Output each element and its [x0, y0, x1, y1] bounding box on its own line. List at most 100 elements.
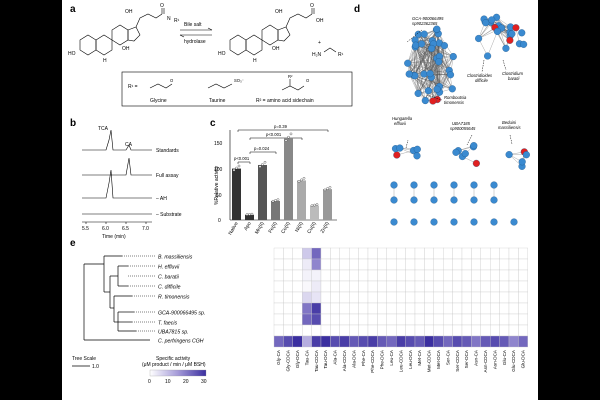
heatmap-cell — [302, 280, 312, 293]
heatmap-cell — [508, 291, 519, 304]
network-node-highlighted — [393, 151, 401, 159]
network-edge — [487, 31, 498, 57]
heatmap-cell — [339, 258, 350, 271]
heatmap-column-label: Phe-CDCA — [370, 349, 375, 373]
bar-coii — [284, 137, 293, 220]
heatmap-cell — [433, 258, 444, 271]
heatmap-cell — [273, 269, 284, 282]
heatmap-cell — [283, 313, 293, 326]
heatmap-column-label: Glu-DCA — [521, 349, 526, 368]
network-node — [449, 53, 457, 61]
heatmap-cell — [518, 280, 528, 293]
network-edge — [415, 45, 440, 57]
heatmap-cell — [339, 291, 350, 304]
xtick-c-0: Native — [227, 221, 239, 236]
heatmap-cell — [490, 269, 500, 282]
heatmap-column-label: Ala-DCA — [351, 349, 356, 368]
trace-standards — [82, 129, 152, 151]
heatmap-cell — [330, 313, 340, 326]
species-label: C. difficile — [158, 285, 181, 291]
heatmap-cell — [443, 291, 453, 304]
colorbar-title-1: Specific activity — [156, 356, 191, 362]
heatmap-cell — [367, 324, 378, 337]
heatmap-cell — [424, 291, 434, 304]
network-node — [470, 181, 478, 189]
network-edge — [415, 46, 438, 90]
xtick-b-3: 6.5 — [122, 226, 129, 232]
heatmap-cell — [283, 291, 293, 304]
annot-hungatella-1: Hungatella — [392, 116, 413, 121]
heatmap-cell — [405, 302, 416, 315]
ho-label-2: HO — [218, 51, 226, 57]
ho-label-1: HO — [68, 51, 76, 57]
network-node — [520, 40, 528, 48]
heatmap-cell — [508, 258, 519, 271]
network-edge — [414, 75, 434, 102]
oh-label-1: OH — [125, 9, 133, 15]
panel-e-heatmap — [273, 247, 528, 348]
annot-romboutsia-2: timonensis — [444, 100, 465, 105]
heatmap-cell — [283, 247, 293, 260]
network-edge — [409, 58, 437, 75]
replicate-point — [323, 188, 327, 192]
heatmap-cell — [349, 269, 359, 282]
heatmap-cell — [330, 258, 340, 271]
ytick-c-50: 50 — [216, 193, 222, 199]
heatmap-cell — [461, 247, 472, 260]
annot-cdiff-2: difficile — [475, 78, 488, 83]
heatmap-cell — [490, 291, 500, 304]
heatmap-column-label: Asn-CA — [474, 349, 479, 366]
annot-baratii-1: Clostridium — [502, 71, 523, 76]
network-node — [426, 70, 434, 78]
replicate-point — [300, 178, 303, 182]
network-edge — [414, 29, 437, 76]
heatmap-cell — [443, 335, 453, 348]
heatmap-cell — [367, 280, 378, 293]
heatmap-cell — [367, 291, 378, 304]
heatmap-cell — [349, 335, 359, 348]
annot-baratii-2: baratii — [508, 76, 520, 81]
network-node — [470, 196, 478, 204]
network-node-highlighted — [512, 24, 520, 32]
heatmap-cell — [396, 247, 406, 260]
heatmap-cell — [414, 258, 425, 271]
heatmap-cell — [452, 280, 463, 293]
heatmap-cell — [433, 313, 444, 326]
heatmap-cell — [433, 291, 444, 304]
heatmap-cell — [358, 302, 369, 315]
heatmap-cell — [499, 269, 510, 282]
panel-label-d: d — [354, 4, 360, 15]
xtick-b-4: 7.0 — [142, 226, 149, 232]
heatmap-cell — [414, 280, 425, 293]
cb-tick-0: 0 — [148, 379, 151, 385]
heatmap-cell — [452, 247, 463, 260]
replicate-point — [313, 203, 316, 207]
heatmap-cell — [499, 258, 510, 271]
heatmap-cell — [377, 313, 387, 326]
xtick-b-2: 6.0 — [102, 226, 109, 232]
heatmap-cell — [490, 313, 500, 326]
heatmap-cell — [311, 324, 322, 337]
replicate-point — [276, 198, 280, 201]
heatmap-cell — [471, 324, 481, 337]
network-node — [421, 96, 429, 105]
heatmap-cell — [405, 324, 416, 337]
heatmap-cell — [443, 313, 453, 326]
heatmap-cell — [499, 302, 510, 315]
heatmap-cell — [490, 280, 500, 293]
network-node — [433, 25, 441, 33]
colorbar — [149, 369, 207, 377]
heatmap-cell — [358, 269, 369, 282]
annot-hungatella-2: effluvii — [394, 121, 407, 126]
heatmap-cell — [471, 291, 481, 304]
heatmap-cell — [349, 258, 359, 271]
heatmap-cell — [377, 335, 387, 348]
replicate-point — [271, 199, 275, 203]
o-label-4: O — [306, 78, 310, 83]
replicate-point — [263, 161, 267, 164]
panel-a-text: OH OH HO H O N R¹ Bile salt hydrolase OH… — [68, 3, 344, 64]
network-edge — [415, 45, 425, 75]
network-node-highlighted — [506, 36, 514, 44]
heatmap-column-label: Phe-CA — [361, 349, 366, 366]
replicate-point — [248, 213, 251, 216]
